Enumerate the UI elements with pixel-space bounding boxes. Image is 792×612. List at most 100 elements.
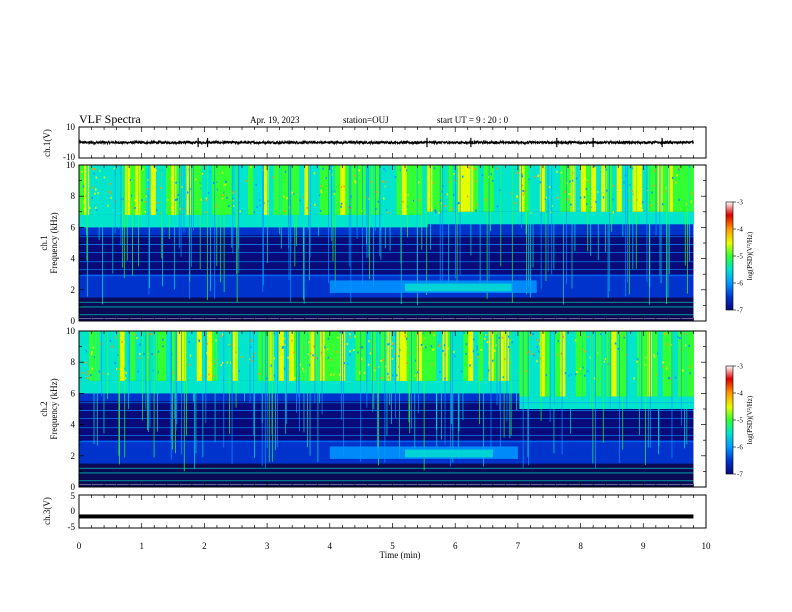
- spectrogram-speckle: [359, 372, 361, 375]
- bright-band-edge: [150, 214, 157, 228]
- spectrogram-speckle: [162, 338, 164, 341]
- bright-band-edge: [504, 211, 510, 225]
- bright-band-cell: [683, 165, 689, 212]
- spectrogram-speckle: [521, 175, 524, 178]
- spectrogram-speckle: [496, 167, 498, 170]
- bright-band-cell: [273, 165, 280, 215]
- bright-band-cell: [422, 165, 428, 215]
- bright-band-edge: [222, 214, 228, 228]
- bright-band-cell: [114, 165, 121, 215]
- bright-band-edge: [488, 380, 495, 394]
- spectrogram-speckle: [340, 205, 342, 208]
- spectrogram-speckle: [438, 211, 440, 214]
- bright-band-cell: [222, 165, 228, 215]
- spectrogram-speckle: [572, 172, 574, 175]
- bright-band-edge: [84, 380, 90, 394]
- spectrogram-speckle: [568, 374, 570, 377]
- bright-band-cell: [642, 165, 648, 212]
- spectrogram-speckle: [653, 354, 655, 357]
- ch1-waveform-panel: 10 -10 ch.1(V): [42, 122, 707, 162]
- ch2-spectrogram-image: [79, 331, 694, 487]
- bright-band-cell: [396, 165, 403, 215]
- spectrogram-speckle: [346, 343, 349, 346]
- spectrogram-speckle: [349, 336, 351, 339]
- spectrogram-speckle: [623, 336, 625, 339]
- spectrogram-speckle: [686, 203, 688, 206]
- spectrogram-speckle: [85, 350, 88, 353]
- spectrogram-speckle: [349, 353, 351, 356]
- bright-band-edge: [273, 214, 280, 228]
- spectrogram-speckle: [207, 191, 210, 194]
- spectrogram-speckle: [456, 202, 459, 205]
- spectrogram-speckle: [633, 377, 635, 380]
- bright-band-cell: [278, 331, 285, 381]
- spectrogram-speckle: [583, 196, 586, 199]
- spectrogram-speckle: [343, 362, 346, 365]
- spectrogram-speckle: [134, 199, 136, 202]
- bright-band-edge: [125, 214, 131, 228]
- spectrogram-speckle: [670, 343, 673, 346]
- spectrogram-speckle: [302, 367, 304, 370]
- spectrogram-speckle: [320, 366, 323, 369]
- spectrogram-speckle: [309, 352, 312, 355]
- spectrogram-speckle: [391, 357, 394, 360]
- spectrogram-speckle: [212, 181, 215, 184]
- spectrogram-speckle: [91, 351, 93, 354]
- bright-band-cell: [647, 165, 653, 212]
- bright-band-edge: [688, 211, 694, 225]
- spectrogram-speckle: [129, 179, 132, 182]
- spectrogram-speckle: [361, 346, 364, 349]
- bright-band-edge: [329, 380, 336, 394]
- bright-band-edge: [360, 380, 367, 394]
- bright-band-edge: [447, 211, 454, 225]
- spectrogram-speckle: [507, 335, 510, 338]
- spectrogram-speckle: [574, 339, 577, 342]
- bright-band-cell: [176, 331, 182, 381]
- bright-band-cell: [89, 331, 95, 381]
- bright-band-cell: [585, 331, 592, 397]
- spectrogram-speckle: [134, 207, 136, 210]
- bright-band-edge: [355, 214, 362, 228]
- spectrogram-speckle: [424, 346, 427, 349]
- bright-band-cell: [463, 165, 469, 212]
- bright-band-cell: [488, 165, 495, 212]
- spectrogram-speckle: [653, 184, 655, 187]
- bright-band-edge: [478, 211, 485, 225]
- bright-band-edge: [253, 214, 259, 228]
- spectrogram-speckle: [205, 197, 208, 200]
- y-tick-label: 0: [71, 482, 76, 492]
- bright-band-edge: [355, 380, 362, 394]
- bright-band-cell: [488, 331, 495, 381]
- spectrogram-speckle: [475, 209, 477, 212]
- spectrogram-speckle: [94, 206, 97, 209]
- ch3-ytick-top: 5: [71, 491, 76, 501]
- spectrogram-speckle: [380, 360, 382, 363]
- bright-band-edge: [345, 214, 351, 228]
- bright-band-edge: [432, 380, 438, 394]
- spectrogram-speckle: [635, 167, 637, 170]
- bright-band-cell: [150, 331, 157, 381]
- spectrogram-speckle: [612, 198, 614, 201]
- bright-band-edge: [375, 214, 382, 228]
- spectrogram-speckle: [319, 209, 322, 212]
- spectrogram-speckle: [443, 344, 446, 347]
- spectrogram-speckle: [150, 333, 153, 336]
- spectrogram-speckle: [668, 377, 671, 380]
- bright-band-edge: [242, 380, 249, 394]
- spectrogram-speckle: [333, 193, 336, 196]
- bright-band-edge: [217, 214, 223, 228]
- spectrogram-speckle: [460, 370, 463, 373]
- bright-band-cell: [591, 331, 597, 397]
- bright-band-edge: [114, 380, 121, 394]
- spectrogram-speckle: [406, 362, 408, 365]
- spectrogram-speckle: [567, 198, 569, 201]
- bright-band-edge: [401, 214, 408, 228]
- bright-band-edge: [340, 214, 346, 228]
- spectrogram-speckle: [253, 211, 256, 214]
- spectrogram-speckle: [504, 358, 506, 361]
- ch1-channel-label: ch.1: [39, 235, 49, 250]
- bright-band-cell: [478, 165, 485, 212]
- spectrogram-speckle: [560, 171, 563, 174]
- bright-band-cell: [626, 165, 633, 212]
- spectrogram-speckle: [121, 340, 123, 343]
